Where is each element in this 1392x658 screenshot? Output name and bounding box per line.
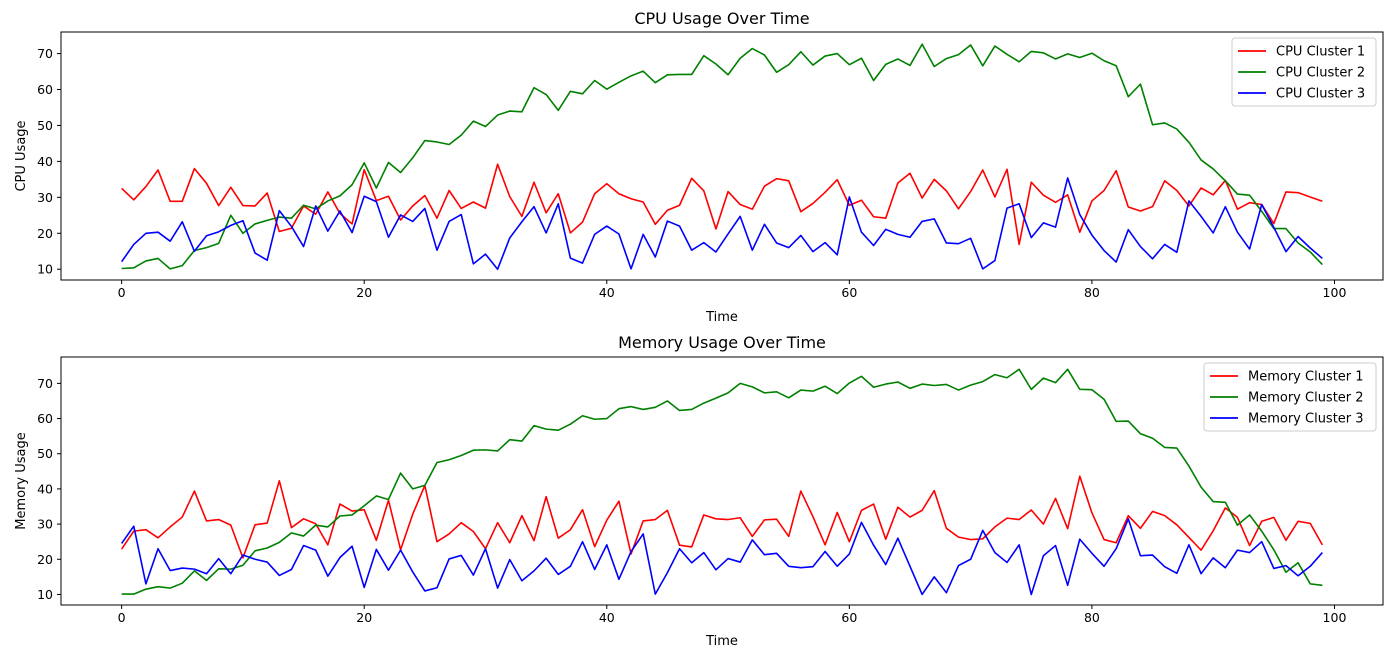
cpu-series-line-2 [121,43,1323,270]
memory-y-axis-label: Memory Usage [14,432,29,530]
memory-y-tick-label-2: 30 [37,517,53,532]
memory-x-tick-label-3: 60 [841,610,857,625]
memory-series-line-2 [121,368,1323,595]
cpu-y-tick-label-5: 60 [37,82,53,97]
cpu-y-axis-label: CPU Usage [14,120,29,191]
cpu-axis-ticks: 0 20 40 60 80 100 10 20 30 40 50 60 70 [37,46,1346,300]
cpu-legend: CPU Cluster 1 CPU Cluster 2 CPU Cluster … [1231,37,1377,107]
memory-legend-entry-3: Memory Cluster 3 [1210,412,1364,427]
memory-series-line-3 [120,518,1323,596]
cpu-series-lines [120,43,1323,271]
cpu-legend-entry-2: CPU Cluster 2 [1238,66,1365,81]
cpu-y-tick-label-1: 20 [37,226,53,241]
cpu-legend-label-2: CPU Cluster 2 [1276,66,1365,81]
memory-x-tick-label-0: 0 [118,610,126,625]
cpu-y-tick-label-0: 10 [37,262,53,277]
cpu-y-tick-label-6: 70 [37,46,53,61]
cpu-chart-title: CPU Usage Over Time [634,9,809,28]
memory-x-axis-label: Time [705,634,738,649]
cpu-chart-panel: CPU Usage Over Time Time CPU Usage 0 20 40… [14,9,1384,325]
cpu-y-tick-label-4: 50 [37,118,53,133]
cpu-y-tick-label-3: 40 [37,154,53,169]
memory-x-tick-label-4: 80 [1084,610,1100,625]
memory-chart-title: Memory Usage Over Time [618,333,826,352]
cpu-x-axis-label: Time [705,310,738,325]
memory-series-lines [120,368,1324,596]
cpu-x-tick-label-5: 100 [1323,285,1347,300]
cpu-legend-entry-1: CPU Cluster 1 [1238,45,1365,60]
memory-plot-frame [60,356,1384,606]
memory-y-tick-label-4: 50 [37,446,53,461]
memory-axis-ticks: 0 20 40 60 80 100 10 20 30 40 50 60 70 [37,376,1346,625]
memory-x-tick-label-1: 20 [356,610,372,625]
memory-x-tick-label-5: 100 [1323,610,1347,625]
cpu-legend-box [1231,37,1377,107]
cpu-x-tick-label-2: 40 [599,285,615,300]
memory-legend-box [1203,362,1377,432]
cpu-x-tick-label-1: 20 [356,285,372,300]
memory-y-tick-label-0: 10 [37,587,53,602]
cpu-legend-label-3: CPU Cluster 3 [1276,87,1365,102]
memory-y-tick-label-6: 70 [37,376,53,391]
memory-legend-entry-2: Memory Cluster 2 [1210,391,1364,406]
memory-series-line-1 [120,475,1324,559]
cpu-x-tick-label-4: 80 [1084,285,1100,300]
memory-legend: Memory Cluster 1 Memory Cluster 2 Memory… [1203,362,1377,432]
memory-y-tick-label-3: 40 [37,481,53,496]
memory-y-tick-label-1: 20 [37,552,53,567]
memory-legend-label-2: Memory Cluster 2 [1248,391,1364,406]
cpu-series-line-3 [120,177,1323,271]
cpu-y-tick-label-2: 30 [37,190,53,205]
cpu-legend-entry-3: CPU Cluster 3 [1238,87,1365,102]
memory-legend-label-1: Memory Cluster 1 [1248,370,1364,385]
cpu-legend-label-1: CPU Cluster 1 [1276,45,1365,60]
memory-legend-entry-1: Memory Cluster 1 [1210,370,1364,385]
memory-x-tick-label-2: 40 [599,610,615,625]
cpu-x-tick-label-3: 60 [841,285,857,300]
memory-y-tick-label-5: 60 [37,411,53,426]
cpu-x-tick-label-0: 0 [118,285,126,300]
cpu-series-line-1 [121,163,1323,246]
memory-legend-label-3: Memory Cluster 3 [1248,412,1364,427]
memory-chart-panel: Memory Usage Over Time Time Memory Usage… [14,333,1384,649]
cpu-plot-frame [60,31,1384,281]
